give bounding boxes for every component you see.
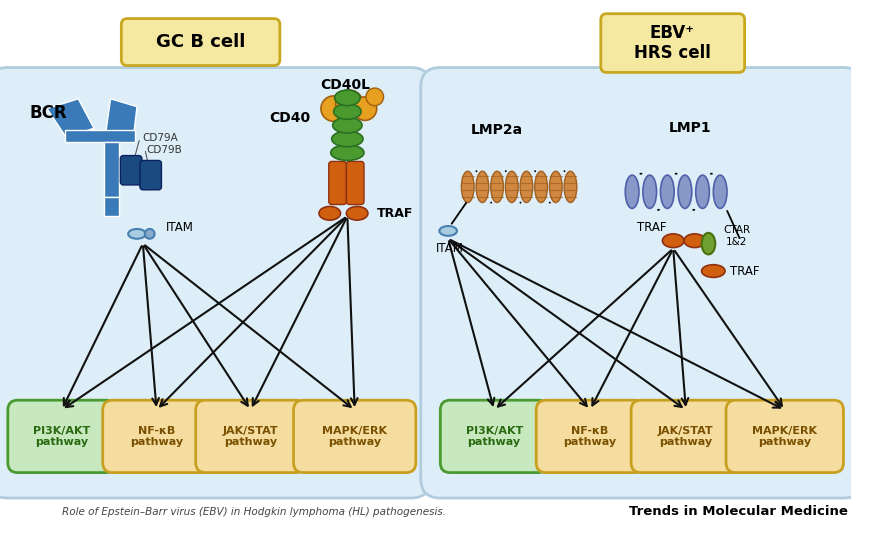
Ellipse shape	[334, 104, 361, 119]
Ellipse shape	[332, 117, 362, 133]
Circle shape	[353, 97, 376, 120]
Ellipse shape	[625, 175, 638, 208]
Text: Trends in Molecular Medicine: Trends in Molecular Medicine	[628, 505, 847, 518]
FancyBboxPatch shape	[140, 160, 162, 190]
Ellipse shape	[683, 234, 705, 247]
FancyBboxPatch shape	[440, 400, 547, 473]
Text: MAPK/ERK
pathway: MAPK/ERK pathway	[752, 426, 816, 447]
Text: TRAF: TRAF	[376, 207, 413, 220]
Text: CD79B: CD79B	[147, 145, 182, 155]
Ellipse shape	[461, 171, 474, 203]
Text: GC B cell: GC B cell	[156, 33, 245, 51]
Ellipse shape	[642, 175, 656, 208]
Circle shape	[335, 90, 362, 117]
Ellipse shape	[677, 175, 691, 208]
Text: TRAF: TRAF	[729, 264, 759, 277]
Ellipse shape	[713, 175, 726, 208]
Text: JAK/STAT
pathway: JAK/STAT pathway	[222, 426, 278, 447]
Polygon shape	[47, 99, 94, 138]
Ellipse shape	[319, 207, 340, 220]
Ellipse shape	[505, 171, 518, 203]
Text: JAK/STAT
pathway: JAK/STAT pathway	[657, 426, 713, 447]
FancyBboxPatch shape	[120, 155, 142, 185]
Ellipse shape	[520, 171, 532, 203]
Polygon shape	[342, 118, 351, 148]
Ellipse shape	[335, 90, 360, 106]
FancyBboxPatch shape	[196, 400, 305, 473]
Ellipse shape	[475, 171, 488, 203]
FancyBboxPatch shape	[8, 400, 116, 473]
Text: Role of Epstein–Barr virus (EBV) in Hodgkin lymphoma (HL) pathogenesis.: Role of Epstein–Barr virus (EBV) in Hodg…	[63, 507, 446, 517]
Polygon shape	[64, 130, 135, 142]
Ellipse shape	[439, 226, 456, 236]
Text: PI3K/AKT
pathway: PI3K/AKT pathway	[465, 426, 522, 447]
Text: CD79A: CD79A	[142, 133, 177, 143]
Text: MAPK/ERK
pathway: MAPK/ERK pathway	[322, 426, 387, 447]
Text: LMP2a: LMP2a	[470, 123, 522, 137]
FancyBboxPatch shape	[293, 400, 415, 473]
Ellipse shape	[534, 171, 547, 203]
Text: CD40: CD40	[269, 111, 310, 125]
Text: CTAR
1&2: CTAR 1&2	[722, 225, 749, 246]
Ellipse shape	[700, 233, 714, 255]
Ellipse shape	[346, 207, 368, 220]
FancyBboxPatch shape	[535, 400, 643, 473]
FancyBboxPatch shape	[103, 400, 210, 473]
Ellipse shape	[144, 229, 155, 239]
FancyBboxPatch shape	[121, 19, 280, 65]
Text: ITAM: ITAM	[166, 221, 194, 234]
Text: NF-κB
pathway: NF-κB pathway	[129, 426, 182, 447]
Circle shape	[321, 96, 346, 122]
Text: EBV⁺
HRS cell: EBV⁺ HRS cell	[633, 23, 710, 63]
Text: BCR: BCR	[30, 105, 67, 123]
Text: LMP1: LMP1	[667, 121, 710, 135]
FancyBboxPatch shape	[0, 68, 430, 498]
Ellipse shape	[331, 131, 362, 147]
Polygon shape	[105, 99, 136, 140]
Ellipse shape	[490, 171, 503, 203]
Ellipse shape	[563, 171, 576, 203]
FancyBboxPatch shape	[600, 14, 744, 72]
Ellipse shape	[700, 265, 724, 277]
Ellipse shape	[330, 145, 363, 160]
FancyBboxPatch shape	[421, 68, 862, 498]
Ellipse shape	[660, 175, 673, 208]
FancyBboxPatch shape	[328, 161, 346, 204]
FancyBboxPatch shape	[346, 161, 363, 204]
Text: TRAF: TRAF	[636, 221, 666, 233]
Ellipse shape	[549, 171, 561, 203]
Ellipse shape	[695, 175, 708, 208]
Text: PI3K/AKT
pathway: PI3K/AKT pathway	[33, 426, 90, 447]
Text: CD40L: CD40L	[320, 78, 369, 92]
Circle shape	[366, 88, 383, 106]
Text: NF-κB
pathway: NF-κB pathway	[563, 426, 616, 447]
FancyBboxPatch shape	[726, 400, 842, 473]
Polygon shape	[103, 142, 119, 197]
FancyBboxPatch shape	[630, 400, 740, 473]
Ellipse shape	[128, 229, 146, 239]
Polygon shape	[103, 197, 119, 216]
Text: ITAM: ITAM	[435, 242, 463, 255]
Ellipse shape	[661, 234, 683, 247]
